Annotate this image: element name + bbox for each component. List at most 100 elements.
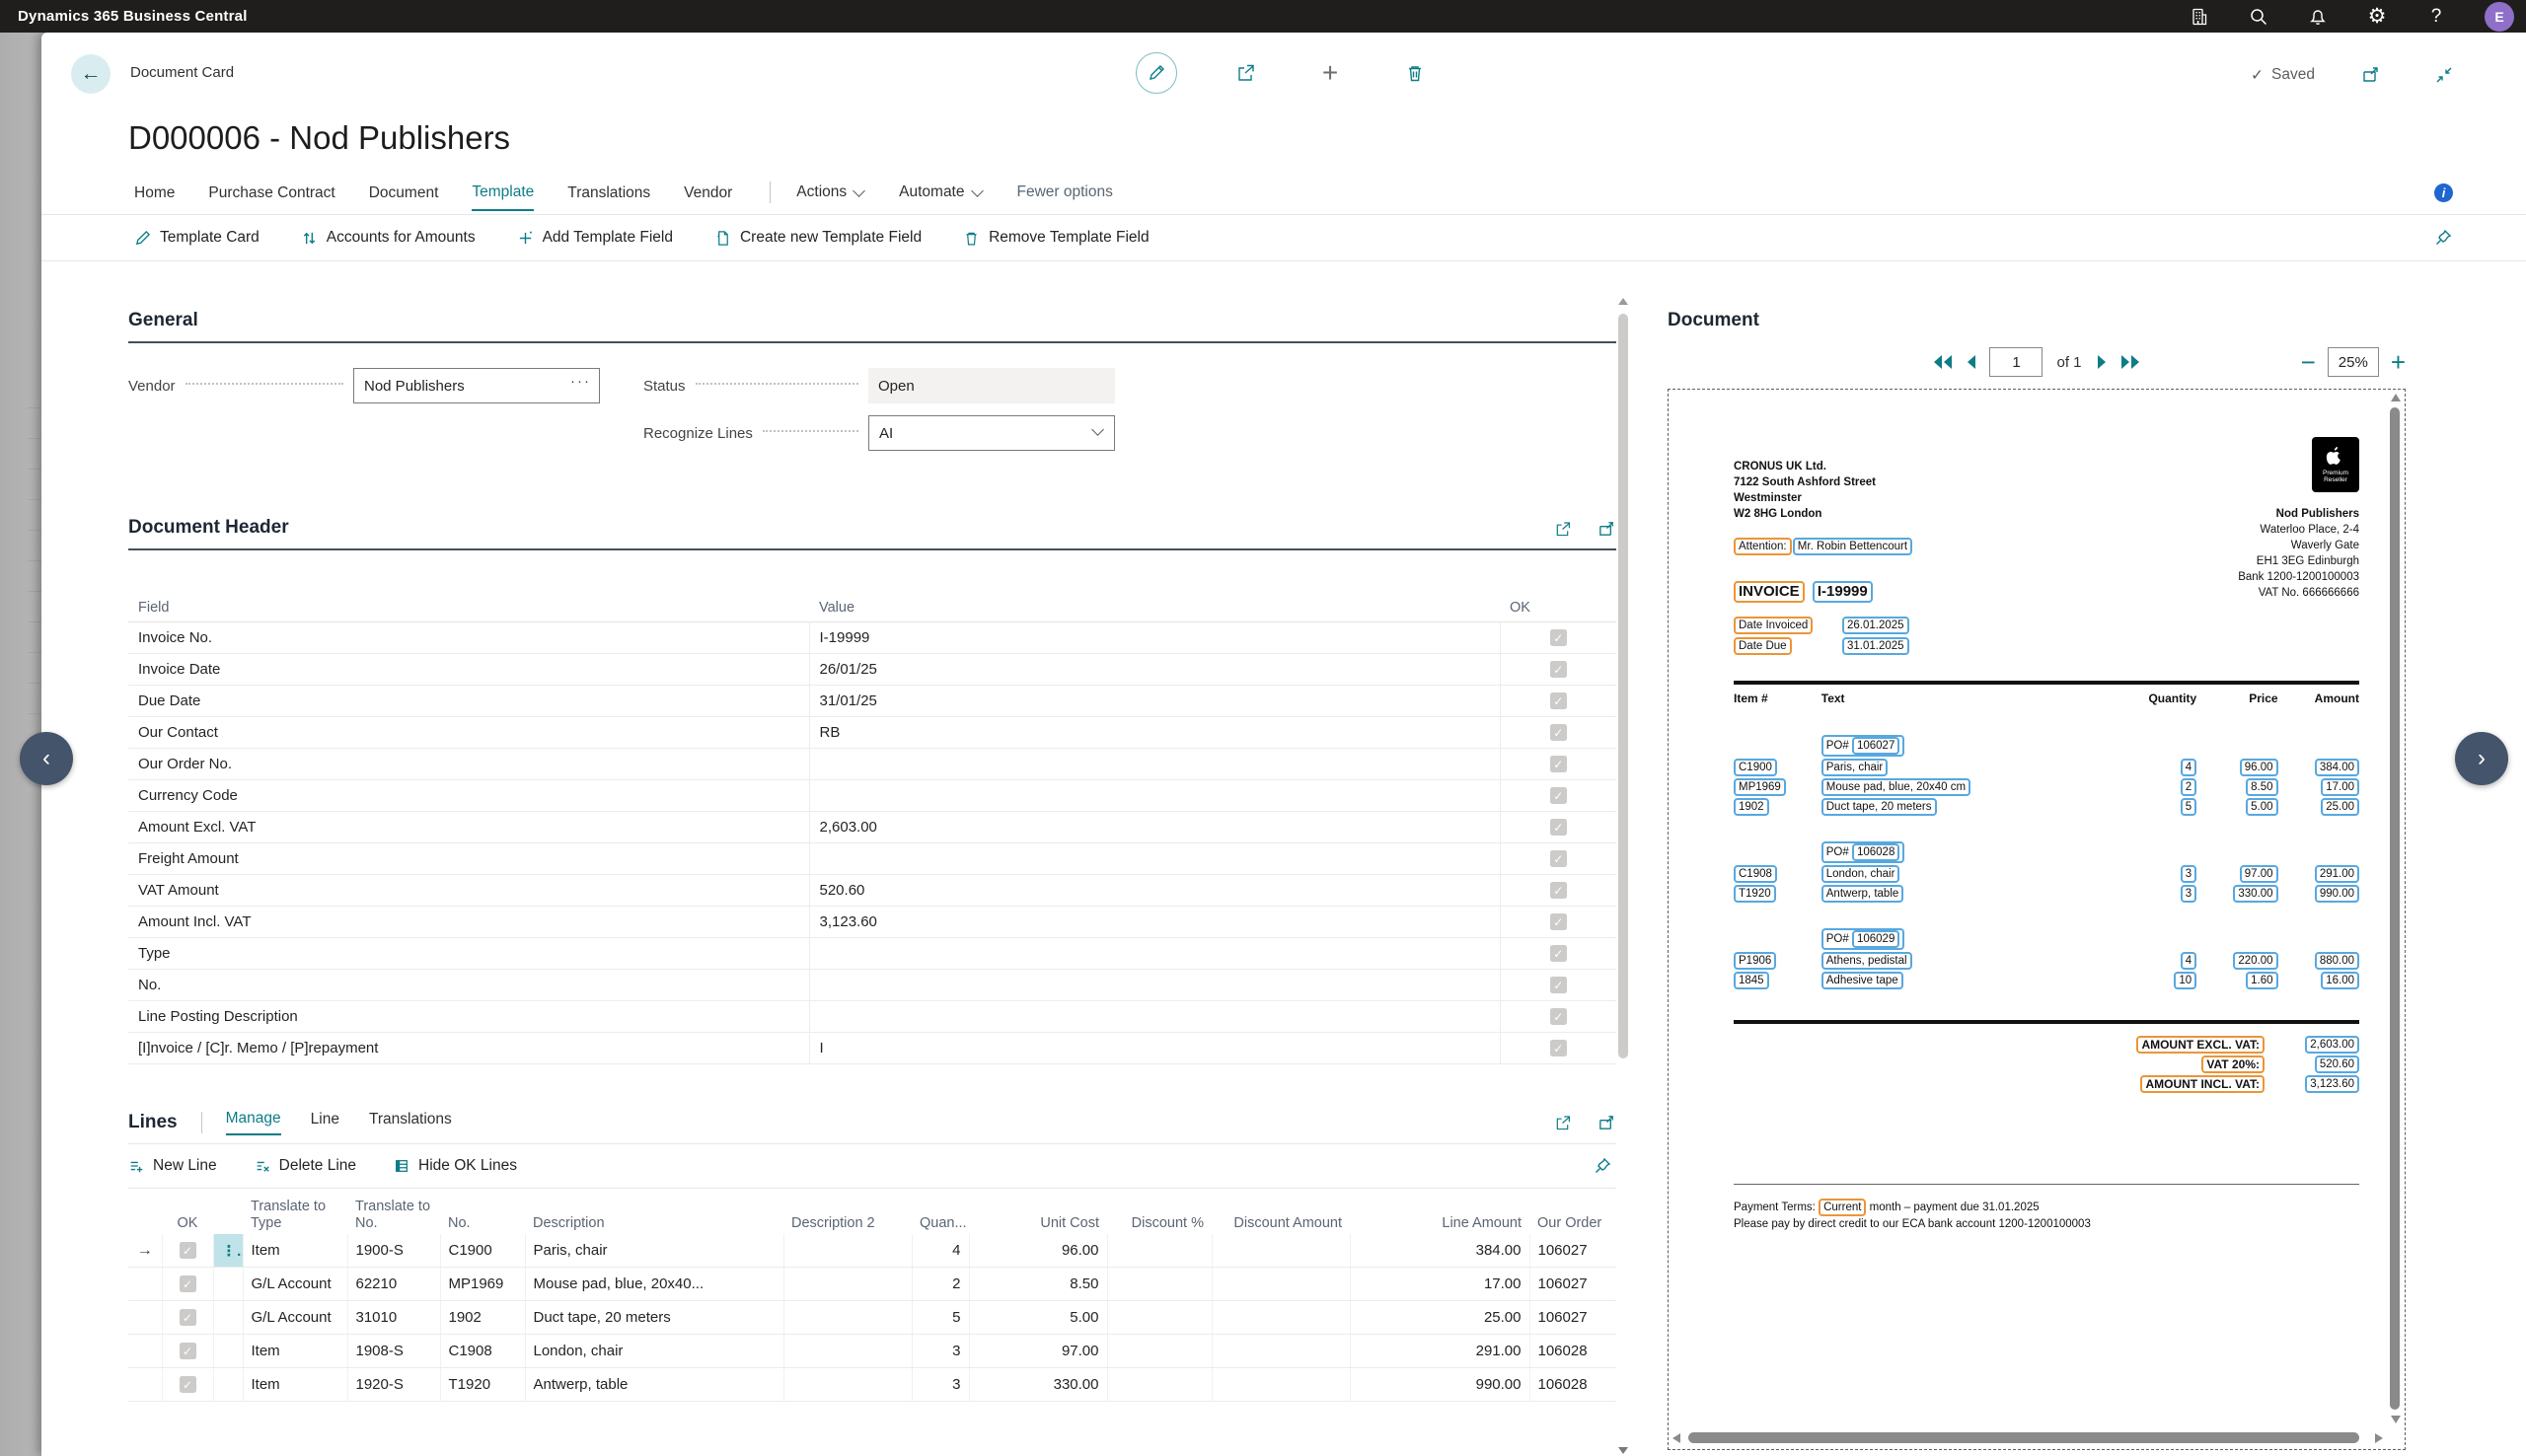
document-header-row[interactable]: No. (128, 969, 1616, 1001)
amount-excl-vat-value-annotation[interactable]: 2,603.00 (2305, 1036, 2359, 1054)
cell-unit[interactable]: 8.50 (969, 1267, 1108, 1301)
amount-incl-vat-label-annotation[interactable]: AMOUNT INCL. VAT: (2140, 1075, 2265, 1093)
document-header-row[interactable]: Currency Code (128, 779, 1616, 812)
cell-desc2[interactable] (783, 1234, 913, 1268)
template-card-button[interactable]: Template Card (134, 229, 260, 247)
add-template-field-button[interactable]: Add Template Field (517, 229, 673, 247)
ok-checkbox[interactable] (1549, 977, 1567, 994)
tab-template[interactable]: Template (472, 174, 535, 211)
item-qty-annotation[interactable]: 3 (2180, 885, 2197, 903)
cell-to_no[interactable]: 1920-S (347, 1367, 441, 1402)
tab-document[interactable]: Document (368, 184, 439, 201)
po-annotation[interactable]: PO# 106029 (1820, 928, 1905, 950)
previous-page-button[interactable] (1966, 354, 1977, 370)
tab-home[interactable]: Home (134, 184, 176, 201)
tab-vendor[interactable]: Vendor (684, 184, 733, 201)
scrollbar-thumb[interactable] (2390, 407, 2400, 1410)
item-qty-annotation[interactable]: 10 (2174, 972, 2197, 989)
scroll-left-arrow[interactable] (1672, 1433, 1680, 1443)
document-header-row[interactable]: Invoice Date 26/01/25 (128, 653, 1616, 686)
po-number-annotation[interactable]: 106028 (1851, 843, 1900, 861)
ok-checkbox[interactable] (1549, 819, 1567, 837)
left-pane-scrollbar[interactable] (1616, 296, 1630, 1456)
item-text-annotation[interactable]: Adhesive tape (1820, 972, 1903, 989)
cell-to_no[interactable]: 31010 (347, 1300, 441, 1335)
scroll-down-arrow[interactable] (2391, 1416, 2401, 1423)
cell-to_no[interactable]: 1900-S (347, 1234, 441, 1268)
payment-terms-annotation[interactable]: Current (1819, 1199, 1867, 1216)
field-value[interactable]: 520.60 (809, 874, 1501, 907)
lines-tab-manage[interactable]: Manage (225, 1110, 281, 1135)
page-number-input[interactable] (1989, 347, 2043, 377)
item-no-annotation[interactable]: MP1969 (1734, 778, 1786, 796)
open-section-in-new-window-icon[interactable] (1597, 1114, 1616, 1132)
item-qty-annotation[interactable]: 5 (2180, 798, 2197, 816)
ok-checkbox[interactable] (1549, 661, 1567, 679)
cell-desc[interactable]: Mouse pad, blue, 20x40... (525, 1267, 784, 1301)
settings-gear-icon[interactable]: ⚙ (2367, 5, 2387, 28)
scrollbar-thumb[interactable] (1688, 1432, 2359, 1443)
new-line-button[interactable]: New Line (128, 1157, 217, 1175)
item-no-annotation[interactable]: C1900 (1734, 759, 1777, 776)
cell-unit[interactable]: 96.00 (969, 1234, 1108, 1268)
row-menu-button[interactable] (213, 1367, 244, 1402)
scroll-right-arrow[interactable] (2375, 1433, 2383, 1443)
date-invoiced-value-annotation[interactable]: 26.01.2025 (1842, 617, 1909, 634)
amount-excl-vat-label-annotation[interactable]: AMOUNT EXCL. VAT: (2136, 1036, 2265, 1054)
edit-pencil-button[interactable] (1136, 52, 1177, 94)
share-button[interactable] (1228, 56, 1262, 90)
cell-order[interactable]: 106027 (1529, 1234, 1616, 1268)
document-header-row[interactable]: Line Posting Description (128, 1000, 1616, 1033)
row-menu-button[interactable]: ⋮ (213, 1234, 244, 1268)
cell-desc[interactable]: Paris, chair (525, 1234, 784, 1268)
share-section-icon[interactable] (1553, 520, 1572, 539)
automate-menu[interactable]: Automate (899, 183, 984, 201)
field-value[interactable] (809, 842, 1501, 875)
item-amount-annotation[interactable]: 25.00 (2321, 798, 2359, 816)
vendor-input[interactable]: Nod Publishers ··· (353, 368, 600, 403)
invoice-label-annotation[interactable]: INVOICE (1734, 581, 1805, 603)
cell-disc_pct[interactable] (1107, 1234, 1213, 1268)
delete-line-button[interactable]: Delete Line (255, 1157, 356, 1175)
ok-checkbox[interactable] (1549, 724, 1567, 742)
cell-disc_pct[interactable] (1107, 1334, 1213, 1368)
cell-unit[interactable]: 5.00 (969, 1300, 1108, 1335)
cell-to_no[interactable]: 1908-S (347, 1334, 441, 1368)
item-price-annotation[interactable]: 330.00 (2233, 885, 2278, 903)
item-price-annotation[interactable]: 96.00 (2239, 759, 2278, 776)
tab-translations[interactable]: Translations (567, 184, 651, 201)
field-value[interactable]: 31/01/25 (809, 685, 1501, 717)
accounts-for-amounts-button[interactable]: Accounts for Amounts (301, 229, 476, 247)
zoom-level[interactable]: 25% (2327, 347, 2379, 377)
item-amount-annotation[interactable]: 291.00 (2314, 865, 2359, 883)
document-header-row[interactable]: Due Date 31/01/25 (128, 685, 1616, 717)
field-value[interactable] (809, 937, 1501, 970)
document-header-row[interactable]: Our Order No. (128, 748, 1616, 780)
field-value[interactable]: 3,123.60 (809, 906, 1501, 938)
cell-no[interactable]: 1902 (440, 1300, 526, 1335)
new-record-button[interactable]: + (1321, 57, 1339, 88)
ok-checkbox[interactable] (1549, 692, 1567, 710)
amount-incl-vat-value-annotation[interactable]: 3,123.60 (2305, 1075, 2359, 1093)
field-value[interactable]: RB (809, 716, 1501, 749)
cell-qty[interactable]: 3 (912, 1367, 970, 1402)
cell-line_amt[interactable]: 25.00 (1350, 1300, 1530, 1335)
item-no-annotation[interactable]: 1902 (1734, 798, 1769, 816)
document-header-row[interactable]: Invoice No. I-19999 (128, 621, 1616, 654)
ok-checkbox[interactable] (179, 1376, 196, 1394)
field-value[interactable]: I-19999 (809, 621, 1501, 654)
share-section-icon[interactable] (1553, 1114, 1572, 1132)
cell-no[interactable]: C1900 (440, 1234, 526, 1268)
company-icon[interactable] (2189, 6, 2210, 28)
item-qty-annotation[interactable]: 2 (2180, 778, 2197, 796)
vendor-lookup-button[interactable]: ··· (570, 373, 591, 390)
open-in-new-window-icon[interactable] (2354, 58, 2388, 92)
last-page-button[interactable] (2119, 354, 2141, 370)
lines-tab-translations[interactable]: Translations (368, 1111, 452, 1128)
row-menu-button[interactable] (213, 1300, 244, 1335)
cell-disc_amt[interactable] (1212, 1234, 1351, 1268)
cell-line_amt[interactable]: 17.00 (1350, 1267, 1530, 1301)
scroll-up-arrow[interactable] (1618, 298, 1628, 305)
